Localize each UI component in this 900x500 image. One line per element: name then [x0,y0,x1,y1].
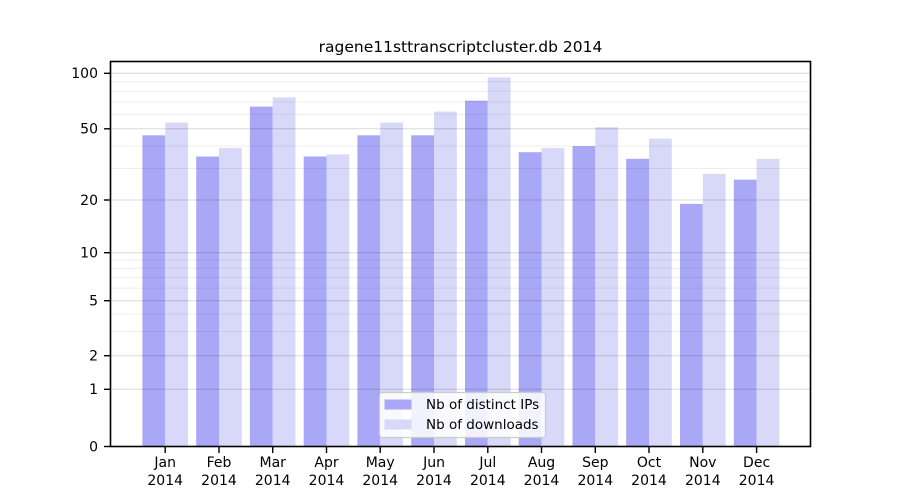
bar-downloads-aug [541,148,565,447]
bar-distinct-ips-nov [680,203,703,447]
x-tick-year-jun: 2014 [416,473,452,489]
bar-distinct-ips-mar [249,106,273,447]
bar-distinct-ips-aug [518,152,542,447]
bar-downloads-nov [702,173,726,447]
bar-distinct-ips-may [357,135,381,447]
x-tick-year-jul: 2014 [470,473,506,489]
y-tick-label-5: 5 [89,294,98,310]
bar-downloads-mar [272,97,296,447]
x-tick-label-jul: Jul [478,455,496,471]
x-tick-label-sep: Sep [582,455,609,471]
x-tick-label-may: May [366,455,395,471]
bar-distinct-ips-apr [303,156,327,447]
bar-downloads-sep [595,127,619,447]
x-tick-label-nov: Nov [689,455,716,471]
axes-frame [109,60,812,448]
legend-swatch-downloads [384,419,412,430]
bars-group [142,77,780,447]
y-tick-label-1: 1 [89,382,98,398]
x-tick-year-mar: 2014 [255,473,291,489]
x-axis: Jan 2014 Feb 2014 Mar 2014 Apr 2014 May 2014 Jun 20… [147,446,775,489]
bar-distinct-ips-sep [572,146,596,447]
x-tick-year-may: 2014 [362,473,398,489]
x-tick-year-jan: 2014 [147,473,183,489]
bar-distinct-ips-feb [196,156,219,447]
x-tick-label-dec: Dec [743,455,770,471]
legend-label-downloads: Nb of downloads [426,417,539,433]
y-tick-label-50: 50 [80,122,98,138]
legend-swatch-distinct-ips [384,399,412,410]
x-tick-year-dec: 2014 [739,473,775,489]
y-tick-label-100: 100 [71,66,98,82]
x-tick-year-apr: 2014 [309,473,345,489]
bar-downloads-jul [487,77,511,447]
legend: Nb of distinct IPs Nb of downloads [378,391,547,439]
x-tick-label-feb: Feb [207,455,232,471]
legend-box [378,391,547,439]
bar-downloads-dec [756,158,780,447]
x-tick-label-mar: Mar [259,455,286,471]
bar-downloads-jun [434,111,457,447]
bar-distinct-ips-jun [411,135,434,447]
x-tick-label-jan: Jan [153,455,176,471]
y-tick-label-20: 20 [80,193,98,209]
bar-downloads-oct [649,138,672,447]
x-tick-year-nov: 2014 [685,473,721,489]
y-axis: 0 1 2 5 10 20 50 100 [71,66,111,455]
x-tick-year-feb: 2014 [201,473,237,489]
bar-distinct-ips-dec [733,179,757,447]
x-tick-label-oct: Oct [637,455,662,471]
bar-downloads-jan [165,122,188,447]
chart-title: ragene11sttranscriptcluster.db 2014 [319,38,603,56]
gridlines-group [110,72,811,390]
y-tick-label-10: 10 [80,246,98,262]
bar-downloads-may [380,122,403,447]
legend-label-distinct-ips: Nb of distinct IPs [426,397,539,413]
x-tick-label-aug: Aug [528,455,555,471]
bar-distinct-ips-jan [142,135,166,447]
bar-downloads-feb [219,148,242,447]
x-tick-label-jun: Jun [422,455,445,471]
y-tick-label-2: 2 [89,349,98,365]
x-tick-year-sep: 2014 [577,473,613,489]
x-tick-year-oct: 2014 [631,473,667,489]
bar-distinct-ips-jul [465,100,488,447]
bar-distinct-ips-oct [626,158,649,447]
y-tick-label-0: 0 [89,439,98,455]
plot-frame [109,60,812,448]
x-tick-label-apr: Apr [314,455,338,471]
x-tick-year-aug: 2014 [524,473,560,489]
bar-downloads-apr [326,154,350,447]
